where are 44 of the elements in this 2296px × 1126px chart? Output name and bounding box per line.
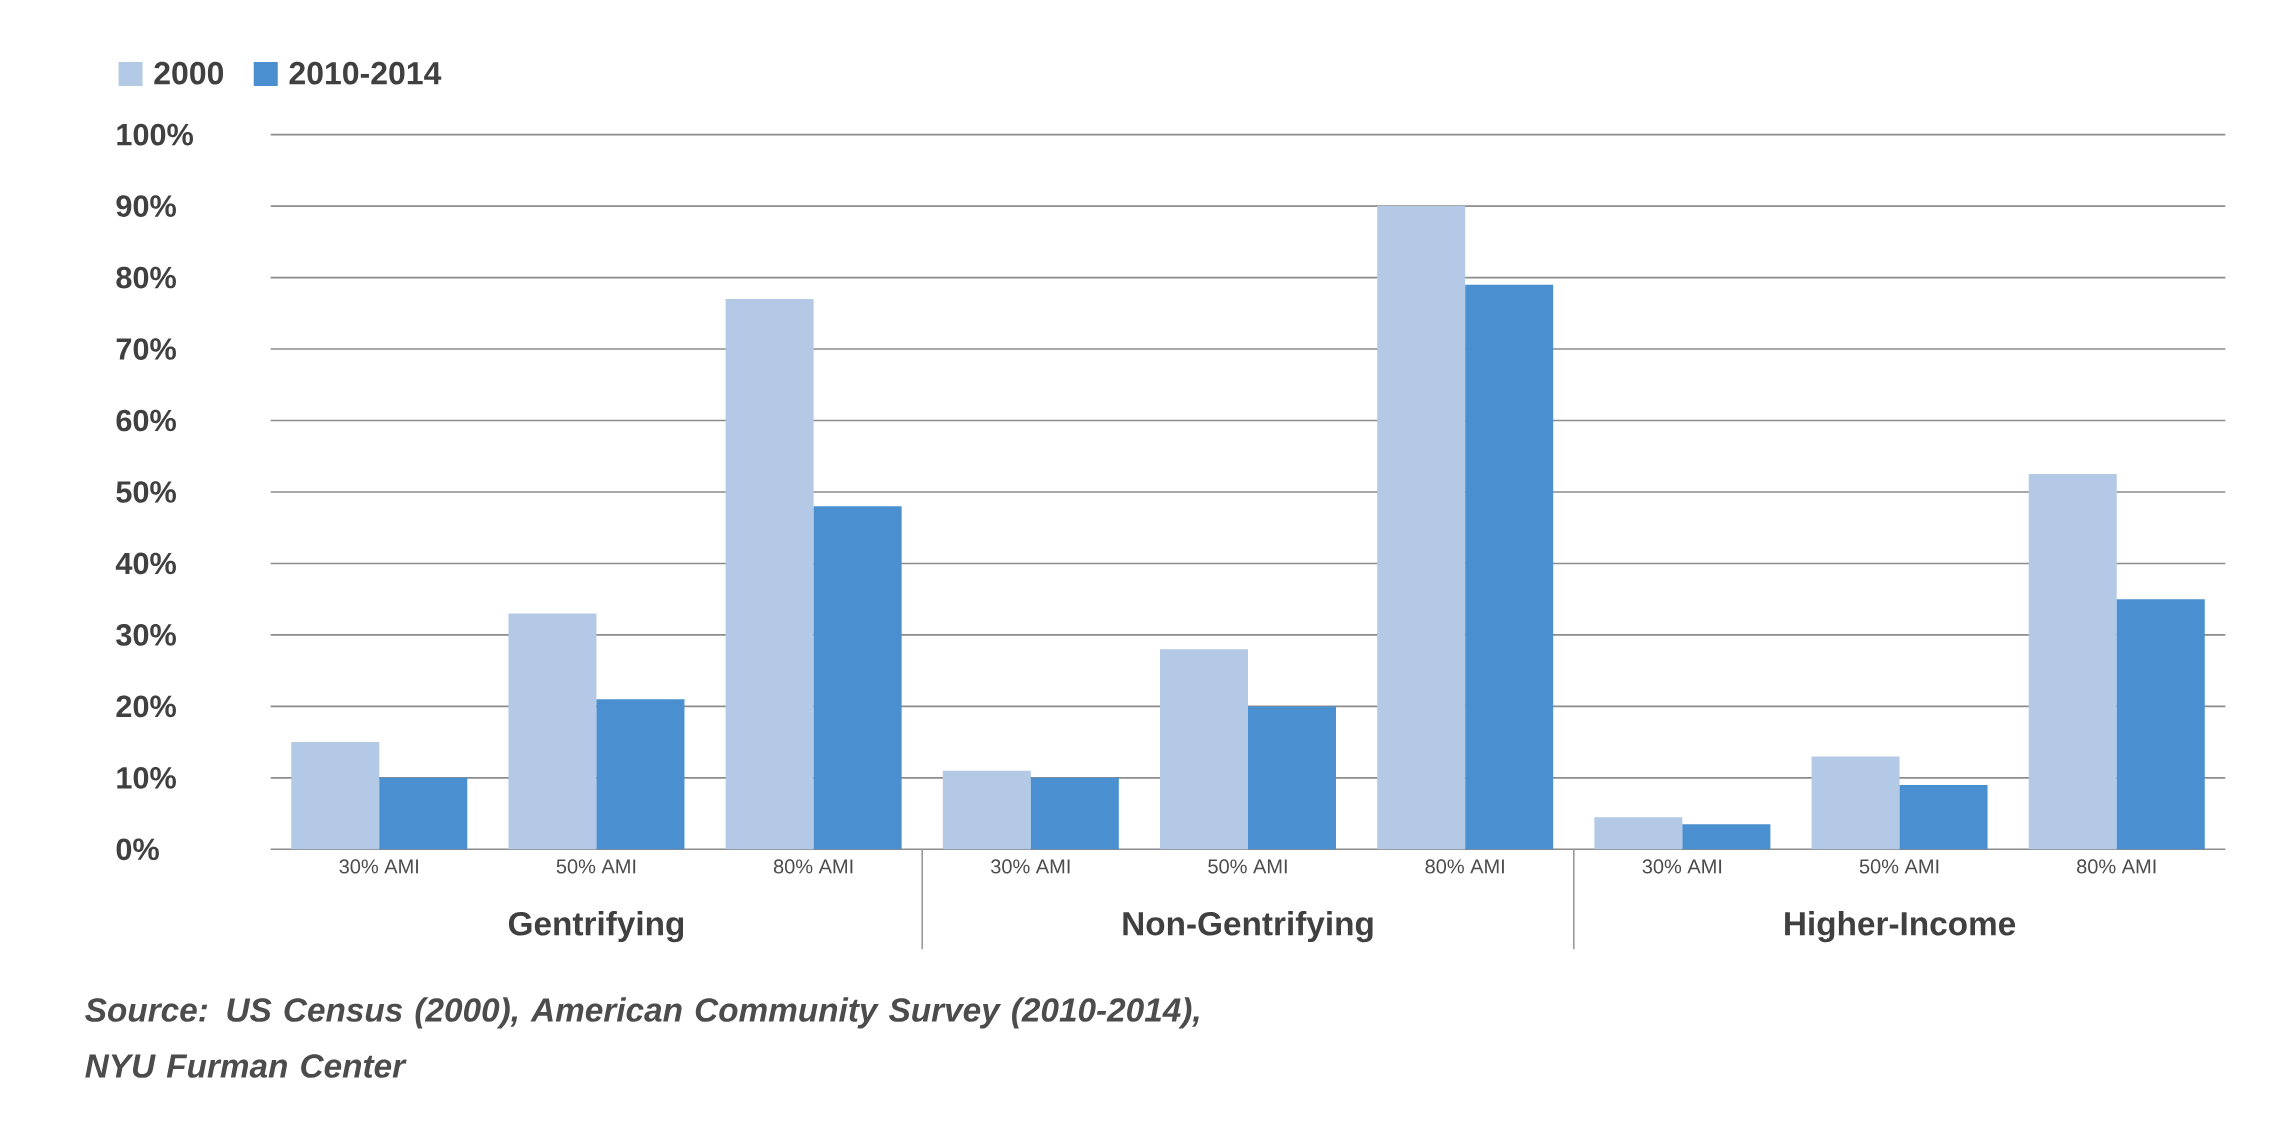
legend-label: 2000 bbox=[154, 61, 224, 85]
x-tick-label: 80% AMI bbox=[2077, 859, 2156, 874]
x-tick-label: 80% AMI bbox=[773, 859, 853, 874]
y-tick-label: 50% bbox=[116, 481, 176, 503]
x-tick-label: 30% AMI bbox=[1642, 859, 1722, 874]
text: Higher-Income bbox=[1785, 911, 2016, 943]
bar bbox=[379, 777, 468, 850]
bar bbox=[1899, 784, 1988, 850]
x-tick-label: 50% AMI bbox=[1859, 859, 1939, 874]
bar bbox=[1594, 817, 1683, 850]
bar bbox=[1248, 706, 1336, 850]
y-tick-label: 0% bbox=[116, 838, 159, 861]
bar bbox=[291, 742, 380, 850]
bar bbox=[725, 299, 814, 850]
text: Gentrifying bbox=[508, 911, 684, 943]
x-tick-label: 30% AMI bbox=[339, 859, 418, 874]
text: Non-Gentrifying bbox=[1123, 911, 1373, 943]
source-note: Source: US Census (2000), American Community Survey (2010-2014), NYU Furman Center bbox=[85, 997, 1199, 1078]
bar bbox=[2116, 599, 2205, 850]
bar bbox=[1377, 206, 1466, 850]
y-tick-label: 80% bbox=[116, 266, 176, 289]
y-tick-label: 20% bbox=[116, 695, 176, 718]
x-tick-label: 30% AMI bbox=[991, 859, 1070, 874]
x-tick-label: 50% AMI bbox=[556, 859, 636, 874]
bar bbox=[2028, 474, 2117, 850]
x-tick-label: 80% AMI bbox=[1425, 859, 1504, 874]
bar bbox=[942, 770, 1031, 850]
bar bbox=[813, 506, 902, 850]
y-tick-label: 10% bbox=[117, 766, 176, 789]
y-tick-label: 70% bbox=[116, 338, 176, 360]
y-tick-label: 100% bbox=[117, 123, 194, 146]
y-tick-label: 90% bbox=[116, 195, 176, 217]
bar bbox=[1465, 284, 1554, 850]
bar bbox=[1811, 756, 1900, 850]
legend-label: 2010-2014 bbox=[289, 61, 442, 85]
bar bbox=[1030, 777, 1119, 850]
y-tick-label: 30% bbox=[116, 624, 176, 646]
bar bbox=[508, 613, 597, 850]
bar bbox=[596, 699, 685, 850]
x-tick-label: 50% AMI bbox=[1208, 859, 1287, 874]
bar bbox=[1160, 649, 1248, 850]
y-tick-label: 40% bbox=[115, 552, 176, 575]
y-tick-label: 60% bbox=[116, 409, 176, 432]
bar bbox=[1682, 824, 1771, 850]
